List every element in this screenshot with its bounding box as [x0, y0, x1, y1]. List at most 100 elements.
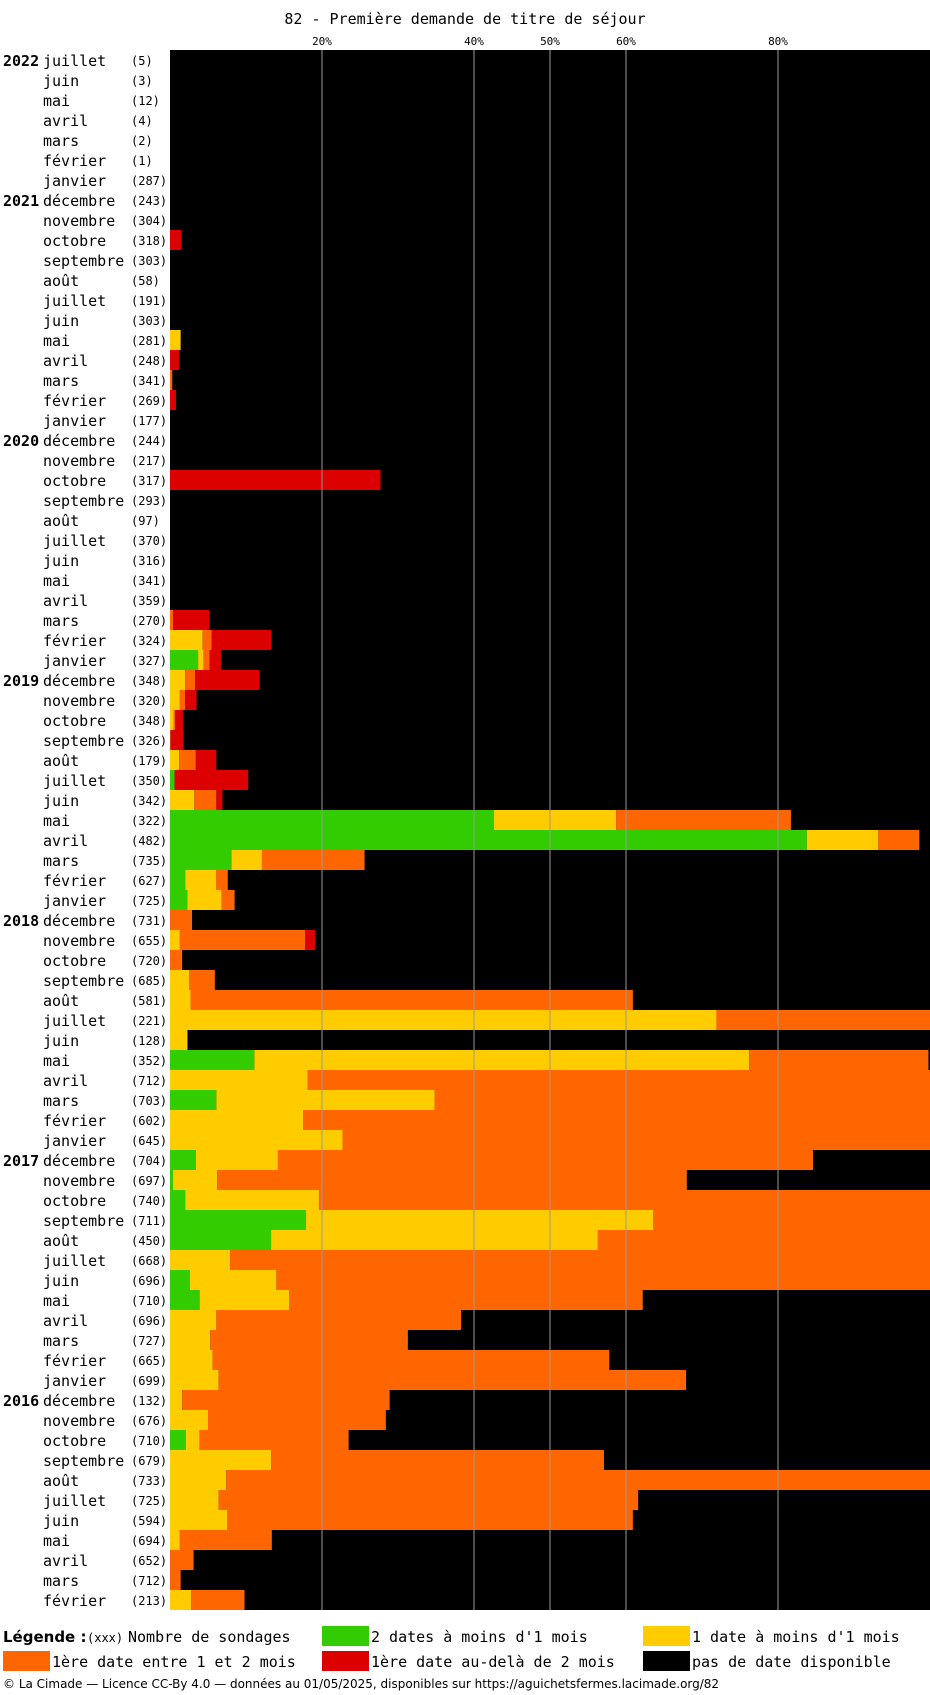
bar-segment-yellow — [254, 1050, 750, 1070]
sample-count: (1) — [131, 154, 153, 168]
sample-count: (645) — [131, 1134, 167, 1148]
year-label: 2021 — [3, 192, 39, 210]
sample-count: (58) — [131, 274, 160, 288]
month-label: février — [43, 392, 106, 410]
month-label: février — [43, 152, 106, 170]
bar-segment-green — [170, 890, 188, 910]
bar-segment-yellow — [216, 1090, 435, 1110]
month-label: août — [43, 512, 79, 530]
sample-count: (712) — [131, 1574, 167, 1588]
bar-segment-red — [170, 730, 184, 750]
month-label: juillet — [43, 292, 106, 310]
bar-segment-orange — [216, 1310, 462, 1330]
bar-segment-yellow — [187, 890, 222, 910]
bar-segment-orange — [342, 1130, 930, 1150]
year-label: 2018 — [3, 912, 39, 930]
bar-segment-orange — [202, 630, 212, 650]
month-label: juin — [43, 1032, 79, 1050]
sample-count: (177) — [131, 414, 167, 428]
sample-count: (712) — [131, 1074, 167, 1088]
month-label: février — [43, 632, 106, 650]
bar-segment-orange — [226, 1470, 930, 1490]
month-label: janvier — [43, 172, 106, 190]
bar-segment-yellow — [170, 790, 195, 810]
bar-segment-orange — [218, 1490, 639, 1510]
month-label: janvier — [43, 1132, 106, 1150]
month-label: mars — [43, 1092, 79, 1110]
bar-segment-red — [174, 770, 249, 790]
bar-segment-yellow — [198, 650, 204, 670]
month-label: octobre — [43, 472, 106, 490]
bar-segment-yellow — [231, 850, 262, 870]
bar-segment-yellow — [170, 1410, 208, 1430]
year-label: 2016 — [3, 1392, 39, 1410]
sample-count: (303) — [131, 314, 167, 328]
bar-segment-green — [170, 870, 186, 890]
sample-count: (341) — [131, 374, 167, 388]
bar-segment-yellow — [170, 750, 180, 770]
bar-segment-green — [170, 1190, 186, 1210]
month-label: juin — [43, 792, 79, 810]
month-label: novembre — [43, 932, 115, 950]
bar-segment-orange — [318, 1190, 930, 1210]
bar-segment-red — [173, 610, 210, 630]
month-label: mars — [43, 1332, 79, 1350]
sample-count: (322) — [131, 814, 167, 828]
sample-count: (703) — [131, 1094, 167, 1108]
bar-segment-orange — [199, 1430, 349, 1450]
bar-segment-yellow — [170, 1350, 213, 1370]
bar-segment-orange — [221, 890, 235, 910]
month-label: septembre — [43, 492, 124, 510]
month-label: janvier — [43, 892, 106, 910]
month-label: octobre — [43, 1432, 106, 1450]
bar-segment-yellow — [170, 1130, 343, 1150]
bar-segment-orange — [749, 1050, 929, 1070]
bar-segment-yellow — [189, 1270, 277, 1290]
sample-count: (665) — [131, 1354, 167, 1368]
sample-count: (281) — [131, 334, 167, 348]
sample-count: (348) — [131, 714, 167, 728]
bar-segment-orange — [289, 1290, 643, 1310]
sample-count: (304) — [131, 214, 167, 228]
legend-label-red: 1ère date au-delà de 2 mois — [371, 1653, 615, 1671]
month-label: janvier — [43, 412, 106, 430]
bar-segment-red — [216, 790, 223, 810]
sample-count: (179) — [131, 754, 167, 768]
sample-count: (128) — [131, 1034, 167, 1048]
month-label: janvier — [43, 652, 106, 670]
sample-count: (704) — [131, 1154, 167, 1168]
month-label: septembre — [43, 972, 124, 990]
sample-count: (359) — [131, 594, 167, 608]
bar-segment-yellow — [170, 1370, 219, 1390]
bar-segment-yellow — [173, 1170, 218, 1190]
bar-segment-orange — [179, 930, 306, 950]
bar-segment-orange — [653, 1210, 930, 1230]
bar-segment-orange — [261, 850, 365, 870]
bar-segment-yellow — [170, 970, 189, 990]
legend-count-marker: (xxx) — [87, 1631, 123, 1645]
sample-count: (350) — [131, 774, 167, 788]
month-label: février — [43, 872, 106, 890]
bar-segment-yellow — [306, 1210, 654, 1230]
month-label: novembre — [43, 1172, 115, 1190]
bar-segment-yellow — [170, 1250, 231, 1270]
bar-segment-green — [170, 1430, 186, 1450]
sample-count: (12) — [131, 94, 160, 108]
sample-count: (326) — [131, 734, 167, 748]
sample-count: (482) — [131, 834, 167, 848]
bar-segment-yellow — [170, 1530, 180, 1550]
month-label: avril — [43, 592, 88, 610]
legend-swatch-yellow — [643, 1626, 690, 1646]
bar-segment-orange — [216, 870, 228, 890]
bar-segment-yellow — [271, 1230, 598, 1250]
bar-segment-orange — [170, 370, 173, 390]
bar-segment-orange — [434, 1090, 930, 1110]
month-label: novembre — [43, 212, 115, 230]
bar-segment-green — [170, 1090, 217, 1110]
month-label: août — [43, 1472, 79, 1490]
legend-swatch-orange — [3, 1651, 50, 1671]
sample-count: (727) — [131, 1334, 167, 1348]
month-label: avril — [43, 352, 88, 370]
sample-count: (5) — [131, 54, 153, 68]
